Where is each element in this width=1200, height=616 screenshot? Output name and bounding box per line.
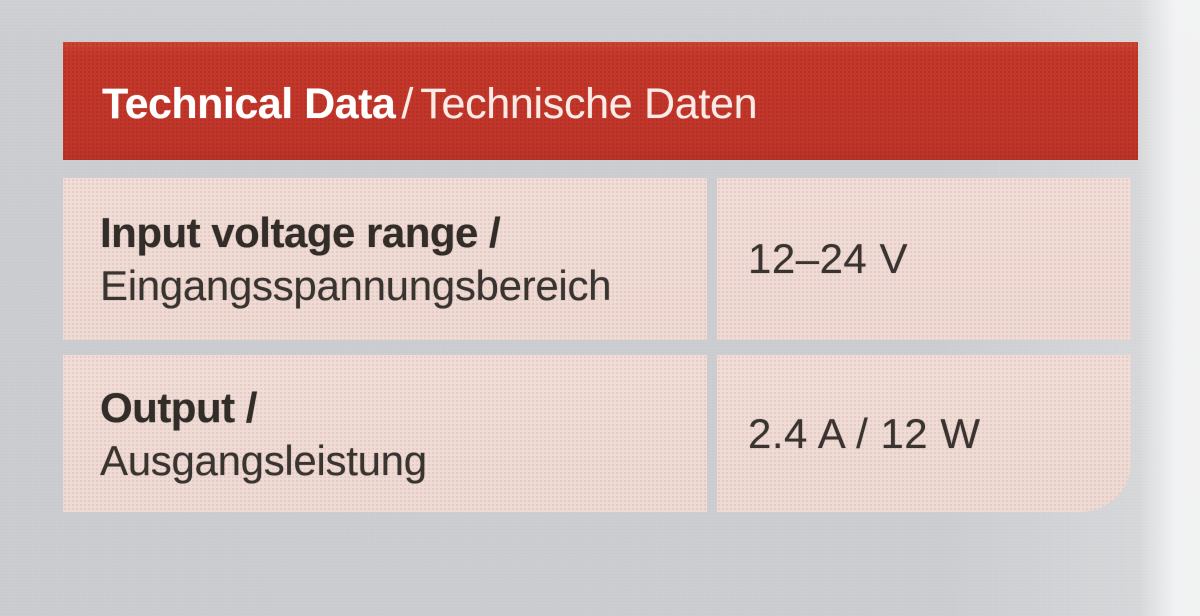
spec-label-de: Ausgangsleistung — [100, 436, 427, 484]
spec-label-cell: Output / Ausgangsleistung — [63, 355, 707, 512]
header-title-de: Technische Daten — [420, 79, 758, 128]
spec-label-en: Output / — [100, 383, 257, 431]
table-row-input-voltage: Input voltage range / Eingangsspannungsb… — [63, 178, 1131, 340]
header-title-en: Technical Data — [102, 79, 396, 128]
table-row-output: Output / Ausgangsleistung 2.4 A / 12 W — [63, 355, 1131, 512]
spec-value-cell: 12–24 V — [717, 178, 1131, 340]
spec-value: 12–24 V — [748, 235, 908, 282]
spec-table: Input voltage range / Eingangsspannungsb… — [63, 178, 1131, 512]
spec-label-cell: Input voltage range / Eingangsspannungsb… — [63, 178, 707, 340]
spec-label-de: Eingangsspannungsbereich — [100, 262, 612, 309]
spec-label-en: Input voltage range / — [100, 209, 501, 256]
header-separator: / — [401, 79, 414, 128]
table-header-bar: Technical Data / Technische Daten — [63, 42, 1138, 160]
spec-value-cell: 2.4 A / 12 W — [717, 355, 1131, 512]
spec-value: 2.4 A / 12 W — [748, 409, 981, 457]
technical-data-label: Technical Data / Technische Daten Input … — [63, 42, 1138, 512]
